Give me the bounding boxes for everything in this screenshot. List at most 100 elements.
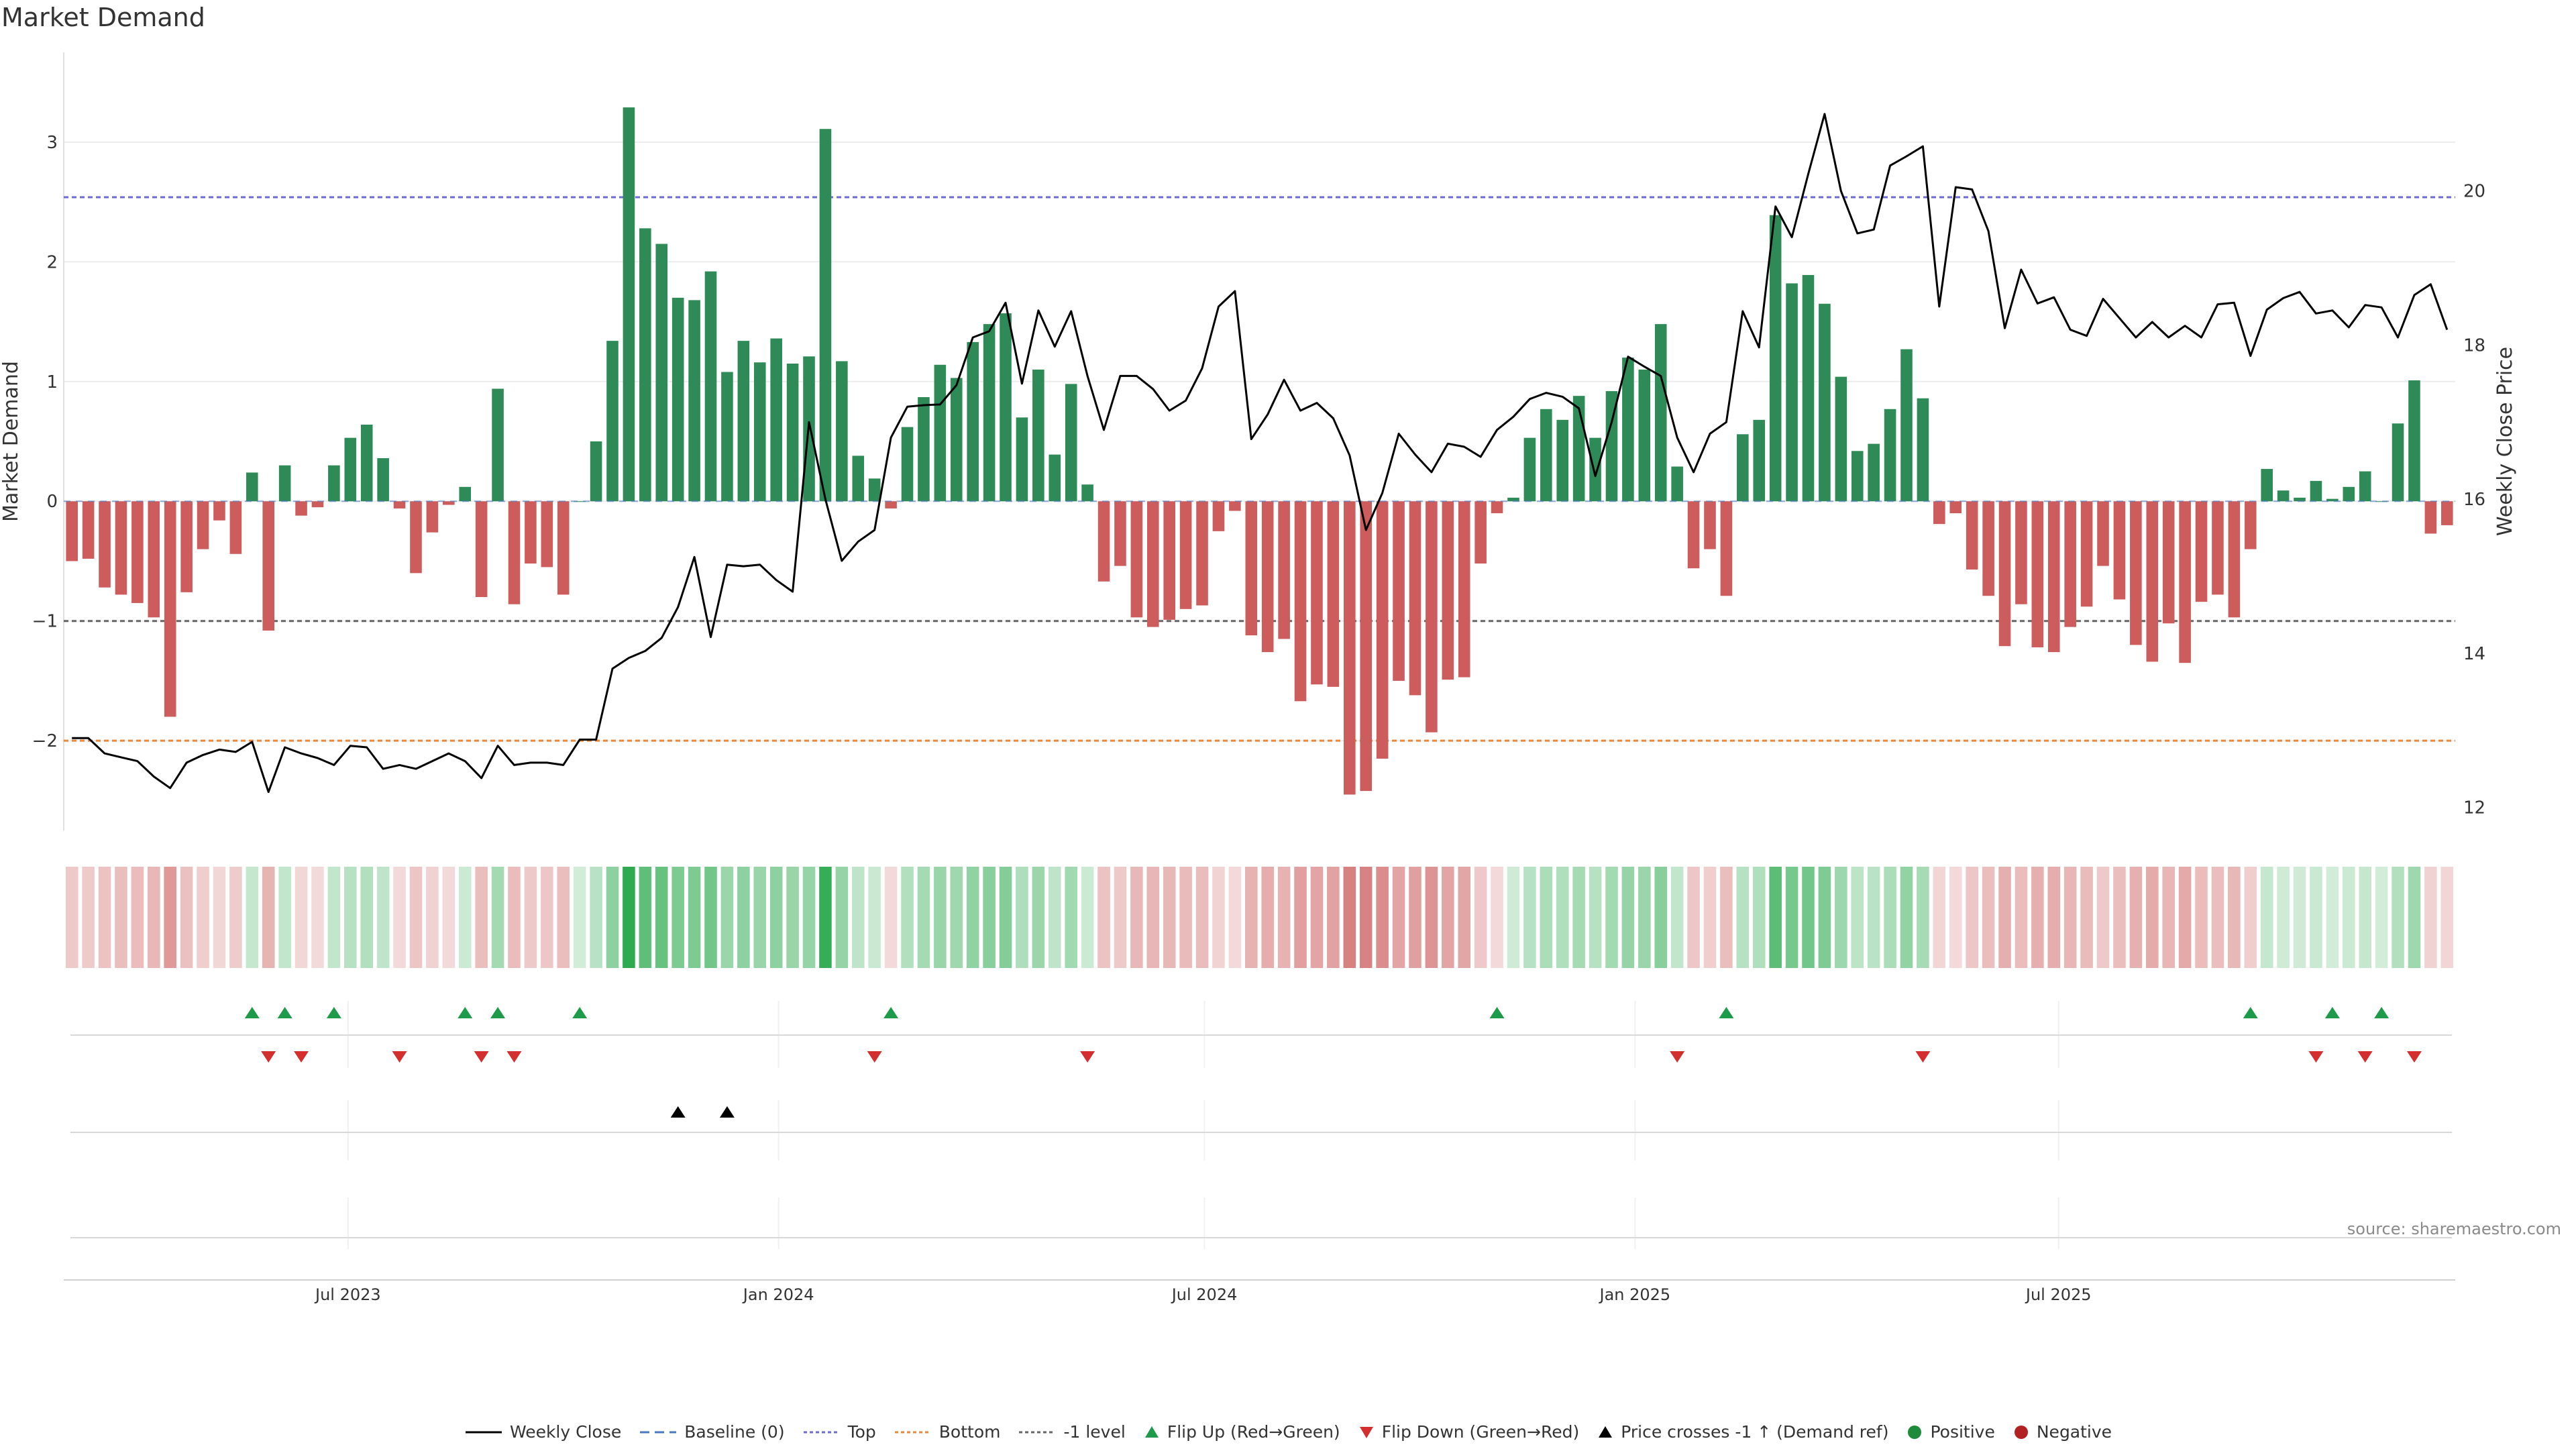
demand-bar xyxy=(655,244,668,502)
legend-item: Top xyxy=(802,1422,876,1442)
heat-cell xyxy=(1933,867,1946,968)
heat-cell xyxy=(966,867,979,968)
y2-tick-label: 14 xyxy=(2463,644,2485,664)
demand-bar xyxy=(1491,501,1503,514)
demand-bar xyxy=(1737,434,1749,502)
y-tick-label: 2 xyxy=(46,252,58,272)
demand-bar xyxy=(1720,501,1733,596)
heat-cell xyxy=(1670,867,1684,968)
demand-bar xyxy=(2097,501,2109,566)
heat-cell xyxy=(115,867,127,968)
heat-cell xyxy=(1097,867,1110,968)
heat-cell xyxy=(2375,867,2388,968)
y2-tick-label: 18 xyxy=(2463,335,2485,356)
heat-cell xyxy=(1114,867,1127,968)
demand-bar xyxy=(2047,501,2060,653)
heat-cell xyxy=(737,867,750,968)
demand-bar xyxy=(2113,501,2126,600)
heat-cell xyxy=(1245,867,1258,968)
demand-bar xyxy=(1344,501,1356,795)
heat-cell xyxy=(148,867,160,968)
flip-up-marker xyxy=(1489,1007,1505,1018)
heat-cell xyxy=(1032,867,1045,968)
heat-cell xyxy=(2293,867,2306,968)
heat-cell xyxy=(1409,867,1421,968)
heat-cell xyxy=(2047,867,2061,968)
legend-symbol xyxy=(1908,1425,1922,1439)
heat-cell xyxy=(1998,867,2011,968)
flip-up-marker xyxy=(277,1007,292,1018)
demand-bar xyxy=(1081,484,1093,502)
heat-cell xyxy=(1310,867,1324,968)
demand-bar xyxy=(1229,501,1241,511)
demand-bar xyxy=(1049,454,1061,502)
flip-up-marker xyxy=(490,1007,506,1018)
heat-cell xyxy=(753,867,767,968)
demand-bar xyxy=(541,501,553,568)
legend-triangle-up-icon xyxy=(1144,1426,1159,1438)
demand-bar xyxy=(1278,501,1290,639)
heat-cell xyxy=(704,867,717,968)
heat-cell xyxy=(2343,867,2355,968)
heat-cell xyxy=(1949,867,1962,968)
demand-bar xyxy=(885,501,897,508)
demand-bar xyxy=(606,341,619,502)
grid-layer xyxy=(63,52,2455,1249)
demand-bar xyxy=(1507,497,1519,502)
event-markers xyxy=(70,1007,2452,1238)
heat-cell xyxy=(1261,867,1274,968)
flip-down-marker xyxy=(506,1051,522,1063)
demand-bar xyxy=(1687,501,1700,569)
legend-symbol xyxy=(1019,1431,1056,1433)
heat-cell xyxy=(1474,867,1487,968)
demand-bar xyxy=(623,107,635,502)
demand-bar xyxy=(2244,501,2257,549)
heat-cell xyxy=(557,867,570,968)
demand-bar xyxy=(1016,417,1028,502)
demand-bar xyxy=(1540,409,1552,502)
heat-cell xyxy=(541,867,553,968)
heat-cell xyxy=(131,867,144,968)
demand-bar xyxy=(1622,358,1634,502)
heat-cell xyxy=(655,867,668,968)
demand-bar xyxy=(459,486,472,502)
demand-bar xyxy=(983,324,996,502)
demand-bar xyxy=(1605,391,1618,502)
demand-bar xyxy=(1261,501,1274,653)
demand-bar xyxy=(2228,501,2241,618)
demand-bar xyxy=(82,501,95,559)
heat-cell xyxy=(590,867,602,968)
heat-cell xyxy=(835,867,849,968)
demand-bar xyxy=(360,425,373,502)
demand-bar xyxy=(2261,469,2273,502)
legend-label: -1 level xyxy=(1063,1422,1126,1442)
heat-cell xyxy=(1884,867,1896,968)
demand-bar xyxy=(197,501,209,549)
heat-cell xyxy=(2228,867,2241,968)
flip-up-marker xyxy=(2374,1007,2390,1018)
heat-cell xyxy=(311,867,324,968)
heat-cell xyxy=(65,867,78,968)
heat-cell xyxy=(2015,867,2028,968)
y-axis-title: Market Demand xyxy=(0,361,23,522)
legend-item: Positive xyxy=(1906,1422,1995,1442)
heat-cell xyxy=(999,867,1012,968)
heat-cell xyxy=(950,867,963,968)
demand-bar xyxy=(1884,409,1896,502)
heat-cell xyxy=(164,867,176,968)
demand-bar xyxy=(1802,274,1815,502)
y-tick-label: −2 xyxy=(32,731,58,751)
demand-bar xyxy=(2326,498,2339,502)
heat-cell xyxy=(1572,867,1585,968)
legend-item: Bottom xyxy=(894,1422,1000,1442)
flip-up-marker xyxy=(2324,1007,2340,1018)
heat-cell xyxy=(524,867,537,968)
heat-cell xyxy=(1900,867,1913,968)
flip-down-marker xyxy=(2406,1051,2422,1063)
heat-cell xyxy=(672,867,684,968)
legend-item: Weekly Close xyxy=(464,1422,621,1442)
demand-bar xyxy=(1360,501,1373,792)
heat-cell xyxy=(2408,867,2421,968)
heat-cell xyxy=(983,867,996,968)
demand-bar xyxy=(753,362,766,502)
